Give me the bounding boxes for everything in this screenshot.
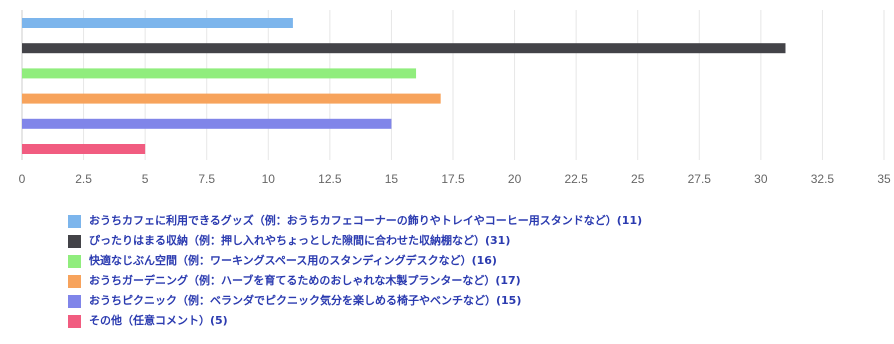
x-tick-label: 17.5 bbox=[441, 172, 465, 186]
legend-item[interactable]: おうちカフェに利用できるグッズ（例：おうちカフェコーナーの飾りやトレイやコーヒー… bbox=[68, 211, 888, 231]
legend-swatch bbox=[68, 254, 81, 268]
legend-label: おうちピクニック（例：ベランダでピクニック気分を楽しめる椅子やベンチなど）(15… bbox=[89, 294, 522, 307]
legend-swatch bbox=[68, 274, 81, 288]
legend-item[interactable]: ぴったりはまる収納（例：押し入れやちょっとした隙間に合わせた収納棚など）(31) bbox=[68, 231, 888, 251]
legend-swatch bbox=[68, 314, 81, 328]
x-tick-label: 10 bbox=[262, 172, 276, 186]
x-tick-label: 25 bbox=[631, 172, 645, 186]
x-tick-label: 30 bbox=[754, 172, 768, 186]
x-tick-label: 15 bbox=[385, 172, 399, 186]
x-tick-label: 22.5 bbox=[564, 172, 588, 186]
x-tick-label: 12.5 bbox=[318, 172, 342, 186]
chart-plot-area: 0 2.5 5 7.5 10 12.5 15 17.5 20 22.5 25 27.5 30 32.5 35 bbox=[19, 10, 891, 186]
bar[interactable] bbox=[22, 93, 441, 104]
legend-label: おうちカフェに利用できるグッズ（例：おうちカフェコーナーの飾りやトレイやコーヒー… bbox=[89, 214, 643, 227]
legend-label: おうちガーデニング（例：ハーブを育てるためのおしゃれな木製プランターなど）(17… bbox=[89, 274, 521, 287]
bar[interactable] bbox=[22, 68, 417, 79]
x-tick-label: 32.5 bbox=[811, 172, 835, 186]
x-axis-ticks: 0 2.5 5 7.5 10 12.5 15 17.5 20 22.5 25 27.5 30 32.5 35 bbox=[19, 172, 891, 186]
legend-label: その他（任意コメント）(5) bbox=[89, 314, 228, 327]
legend-swatch bbox=[68, 234, 81, 248]
legend-item[interactable]: おうちピクニック（例：ベランダでピクニック気分を楽しめる椅子やベンチなど）(15… bbox=[68, 291, 888, 311]
bar[interactable] bbox=[22, 144, 146, 154]
grid-lines bbox=[21, 10, 885, 160]
x-tick-label: 5 bbox=[142, 172, 149, 186]
x-tick-label: 20 bbox=[508, 172, 522, 186]
legend-swatch bbox=[68, 214, 81, 228]
bar[interactable] bbox=[22, 118, 392, 129]
bar[interactable] bbox=[22, 43, 786, 54]
x-tick-label: 7.5 bbox=[198, 172, 215, 186]
x-tick-label: 2.5 bbox=[75, 172, 92, 186]
legend-swatch bbox=[68, 294, 81, 308]
legend: おうちカフェに利用できるグッズ（例：おうちカフェコーナーの飾りやトレイやコーヒー… bbox=[68, 211, 888, 331]
legend-item[interactable]: その他（任意コメント）(5) bbox=[68, 311, 888, 331]
legend-item[interactable]: おうちガーデニング（例：ハーブを育てるためのおしゃれな木製プランターなど）(17… bbox=[68, 271, 888, 291]
legend-label: 快適なじぶん空間（例：ワーキングスペース用のスタンディングデスクなど）(16) bbox=[89, 254, 497, 267]
bars bbox=[22, 18, 786, 154]
bar[interactable] bbox=[22, 18, 293, 28]
legend-label: ぴったりはまる収納（例：押し入れやちょっとした隙間に合わせた収納棚など）(31) bbox=[89, 234, 511, 247]
x-tick-label: 0 bbox=[19, 172, 26, 186]
x-tick-label: 27.5 bbox=[688, 172, 712, 186]
legend-item[interactable]: 快適なじぶん空間（例：ワーキングスペース用のスタンディングデスクなど）(16) bbox=[68, 251, 888, 271]
x-tick-label: 35 bbox=[877, 172, 891, 186]
